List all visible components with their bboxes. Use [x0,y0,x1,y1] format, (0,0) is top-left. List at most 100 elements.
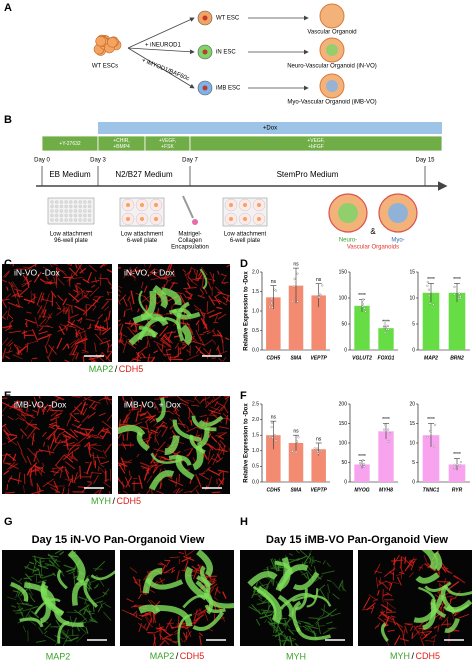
texture [457,614,470,619]
texture [280,632,291,642]
texture [37,491,41,494]
texture [274,631,284,638]
texture [69,428,79,438]
texture [7,301,21,308]
texture [55,454,65,466]
stain-part: / [115,364,118,374]
texture [134,322,144,327]
replicate-dot [459,295,462,298]
y-tick-label: 0.0 [252,347,259,353]
texture [164,264,171,277]
texture [125,476,131,488]
texture [166,622,174,625]
texture [208,414,217,417]
texture [107,281,112,286]
texture [418,566,424,569]
well [78,204,82,209]
replicate-dot [388,432,392,435]
texture [175,407,180,412]
texture [193,430,199,444]
texture [206,331,211,335]
texture [163,361,165,362]
replicate-dot [270,426,273,429]
texture [54,464,64,472]
texture [210,410,216,414]
texture [372,598,379,602]
well [69,200,73,204]
texture [187,406,194,416]
organoid-dot [257,217,261,221]
texture [195,489,199,494]
texture [186,626,192,638]
organoid-label: Myo-Vascular Organoid (iMB-VO) [287,100,376,106]
texture [128,470,131,477]
texture [69,443,77,451]
texture [208,311,222,318]
well [78,218,82,222]
texture [216,270,220,275]
texture [153,340,166,348]
replicate-dot [456,463,459,466]
texture [125,400,127,406]
x-tick-label: BRN2 [450,355,464,361]
texture [107,350,112,359]
well [50,213,54,218]
stain-part: MYH [91,496,111,506]
organoid-dot [126,203,130,207]
texture [87,481,92,483]
texture [95,583,100,587]
texture [199,414,208,418]
texture [166,331,176,334]
texture [34,573,44,576]
texture [326,621,333,625]
micrograph [2,264,112,362]
significance: **** [453,277,461,283]
texture [58,325,65,336]
texture [38,318,47,327]
texture [171,568,174,573]
well [64,213,68,218]
texture [104,306,110,311]
texture [23,419,30,425]
texture [202,330,210,334]
texture [118,298,121,305]
texture [194,473,201,485]
texture [98,487,103,494]
texture [283,619,291,629]
texture [71,351,78,361]
texture [79,317,83,324]
texture [186,322,194,334]
replicate-dot [433,423,437,426]
texture [2,298,10,301]
replicate-dot [426,280,429,284]
texture [108,310,111,320]
texture [150,272,161,279]
texture [284,637,295,642]
texture [17,471,21,485]
texture [160,562,165,566]
texture [70,264,73,266]
texture [374,563,381,575]
dox-bar [98,122,442,134]
bar [448,292,466,350]
texture [81,351,87,354]
texture [166,278,172,283]
step-label: Collagen [178,238,202,244]
texture [153,350,159,354]
texture [198,473,210,480]
texture [24,573,32,581]
texture [89,356,98,362]
texture [43,630,48,635]
texture [98,412,106,417]
texture [225,295,230,303]
replicate-dot [383,322,386,325]
texture [223,445,226,455]
texture [209,406,221,415]
significance: ns [316,277,322,283]
texture [191,404,200,407]
texture [212,339,217,345]
texture [218,470,224,475]
texture [147,353,151,362]
replicate-dot [293,285,296,288]
texture [28,575,35,578]
